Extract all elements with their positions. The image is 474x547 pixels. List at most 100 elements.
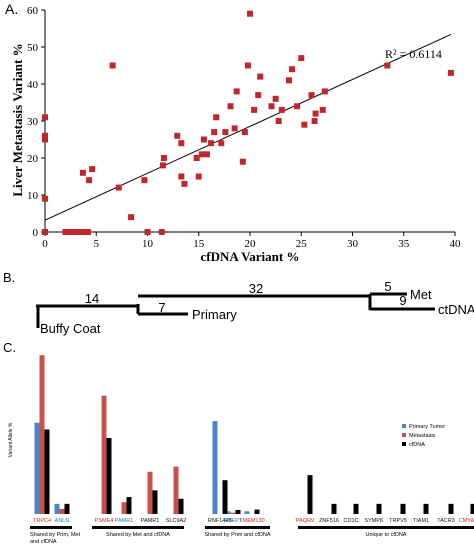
scatter-point [200, 136, 207, 143]
legend-label: cfDNA [409, 442, 425, 448]
category-label: TRPC4 [33, 518, 51, 524]
scatter-point [144, 229, 151, 235]
scatter-point [251, 106, 258, 113]
scatter-point [203, 151, 210, 158]
scatter-point [298, 55, 305, 62]
scatter-point [257, 73, 264, 80]
bar [34, 422, 40, 514]
scatter-point [268, 103, 275, 110]
category-label: PAQR9 [296, 518, 314, 524]
x-tick-label: 35 [398, 238, 410, 250]
scatter-point [159, 162, 166, 169]
panel-c-label: C. [3, 340, 16, 355]
legend-swatch [402, 424, 406, 428]
scatter-point [174, 132, 181, 139]
scatter-point [447, 69, 454, 76]
bar [222, 480, 228, 514]
scatter-point [301, 121, 308, 128]
bar [152, 490, 158, 514]
x-tick-label: 0 [42, 238, 48, 250]
bar [121, 502, 127, 514]
bar [254, 509, 260, 514]
category-label: CMYA5 [459, 518, 474, 524]
bar [106, 437, 112, 514]
scatter-point [233, 88, 240, 95]
scatter-point [231, 125, 238, 132]
bar [376, 503, 382, 514]
branch-label-14: 14 [85, 291, 99, 306]
branch-label-7: 7 [158, 300, 165, 315]
scatter-point [227, 103, 234, 110]
scatter-point [86, 177, 93, 184]
scatter-point [213, 114, 220, 121]
category-label: CD1C [344, 518, 359, 524]
scatter-point [181, 180, 188, 187]
bar [230, 512, 236, 514]
legend-swatch [402, 442, 406, 446]
x-tick-label: 40 [450, 238, 462, 250]
scatter-point [319, 106, 326, 113]
scatter-point [89, 166, 96, 173]
bar [353, 503, 359, 514]
x-tick-label: 15 [193, 238, 205, 250]
scatter-point [198, 151, 205, 158]
group-label: Unique to cfDNA [366, 532, 407, 538]
x-tick-label: 20 [245, 238, 257, 250]
trend-line [44, 33, 452, 221]
scatter-plot: 0 5 10 15 20 25 30 35 40 0 10 20 30 40 50 60 R² = 0.611… [10, 5, 461, 264]
group-label: Shared by Met and cfDNA [106, 532, 170, 538]
y-tick-label: 30 [27, 116, 39, 128]
scatter-point [275, 118, 282, 124]
scatter-point [244, 62, 251, 69]
scatter-point [79, 169, 86, 176]
scatter-point [42, 136, 48, 143]
category-label: PSME4 [95, 518, 114, 524]
bar [423, 503, 429, 514]
scatter-point [76, 229, 83, 235]
scatter-point [193, 155, 200, 161]
x-tick-label: 25 [296, 238, 308, 250]
bar [244, 511, 250, 514]
y-tick-label: 40 [27, 79, 39, 91]
scatter-point [308, 92, 315, 99]
y-tick-label: 60 [27, 5, 39, 17]
branch-label-9: 9 [399, 293, 406, 308]
scatter-point [115, 184, 122, 191]
scatter-point [42, 114, 48, 121]
bar [331, 503, 337, 514]
bar [126, 497, 132, 514]
leaf-ctdna: ctDNA [438, 302, 474, 317]
scatter-point [80, 229, 87, 235]
bar [44, 429, 50, 514]
category-label: PAMR1 [115, 518, 134, 524]
legend-swatch [402, 433, 406, 437]
scatter-point [285, 77, 292, 84]
scatter-point [278, 106, 285, 113]
group-bracket [30, 526, 72, 529]
scatter-point [66, 229, 73, 235]
category-label: TACR3 [437, 518, 455, 524]
scatter-point [62, 229, 69, 235]
category-label: SYMPK [364, 518, 384, 524]
x-tick-label: 10 [142, 238, 154, 250]
legend-label: Primary Tumor [409, 424, 445, 430]
scatter-point [321, 88, 328, 95]
scatter-point [247, 10, 253, 17]
scatter-point [160, 155, 167, 161]
leaf-primary: Primary [192, 307, 237, 322]
scatter-point [109, 62, 116, 69]
scatter-point [208, 140, 215, 147]
category-label: TRPV5 [389, 518, 407, 524]
category-label: RNF144B [208, 518, 232, 524]
panel-a-label: A. [5, 1, 18, 17]
bar [39, 355, 45, 514]
bar [173, 466, 179, 514]
scatter-point [42, 229, 48, 235]
leaf-buffy-coat: Buffy Coat [40, 321, 101, 336]
scatter-point [42, 195, 48, 202]
scatter-point [178, 140, 185, 147]
r-squared-label: R² = 0.6114 [385, 47, 442, 61]
group-bracket [92, 526, 184, 529]
scatter-point [239, 158, 246, 165]
y-tick-label: 0 [33, 227, 39, 239]
